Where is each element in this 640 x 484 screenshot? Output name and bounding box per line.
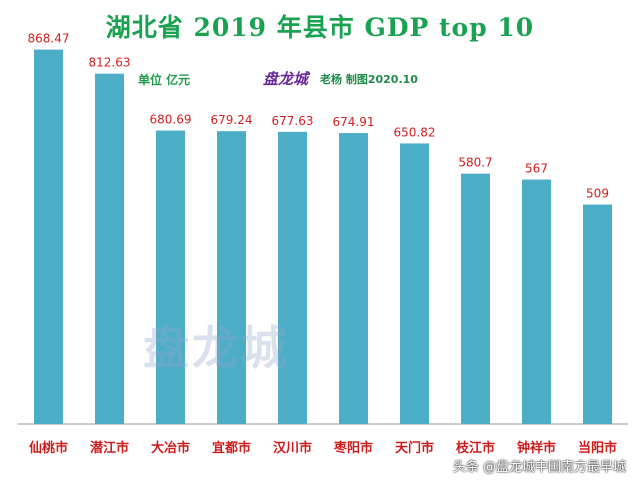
- bar-9: [522, 179, 551, 424]
- bar-5: [278, 131, 307, 424]
- category-label-1: 仙桃市: [29, 440, 68, 456]
- bar-4: [217, 131, 246, 424]
- value-label-8: 580.7: [458, 156, 492, 170]
- category-label-6: 枣阳市: [333, 440, 373, 456]
- category-label-10: 当阳市: [578, 440, 617, 456]
- category-label-7: 天门市: [395, 440, 434, 456]
- footer-credit: 头条 @盘龙城中国南方最早城: [452, 460, 626, 475]
- value-label-10: 509: [586, 187, 609, 201]
- value-label-2: 812.63: [89, 56, 131, 70]
- value-label-4: 679.24: [211, 113, 253, 127]
- value-label-7: 650.82: [394, 125, 436, 139]
- bar-1: [34, 49, 63, 425]
- unit-note: 单位 亿元: [138, 73, 191, 87]
- bar-8: [461, 173, 490, 424]
- category-label-9: 钟祥市: [517, 440, 556, 456]
- bar-10: [583, 204, 612, 424]
- bar-2: [95, 73, 124, 425]
- value-label-1: 868.47: [28, 32, 70, 46]
- bar-3: [156, 130, 185, 424]
- credit-label: 老杨 制图2020.10: [320, 73, 418, 86]
- value-label-6: 674.91: [333, 115, 375, 129]
- brand-label: 盘龙城: [263, 70, 309, 88]
- value-label-3: 680.69: [150, 113, 192, 127]
- category-label-8: 枝江市: [455, 440, 495, 456]
- chart-title: 湖北省 2019 年县市 GDP top 10: [105, 13, 535, 42]
- value-label-9: 567: [525, 162, 548, 176]
- value-label-5: 677.63: [272, 114, 314, 128]
- category-label-2: 潜江市: [90, 440, 129, 456]
- category-label-5: 汉川市: [273, 440, 312, 456]
- watermark-text: 盘龙城: [143, 321, 290, 375]
- category-label-4: 宜都市: [212, 440, 251, 456]
- category-label-3: 大冶市: [151, 440, 190, 456]
- bar-7: [400, 143, 429, 425]
- bar-6: [339, 133, 368, 424]
